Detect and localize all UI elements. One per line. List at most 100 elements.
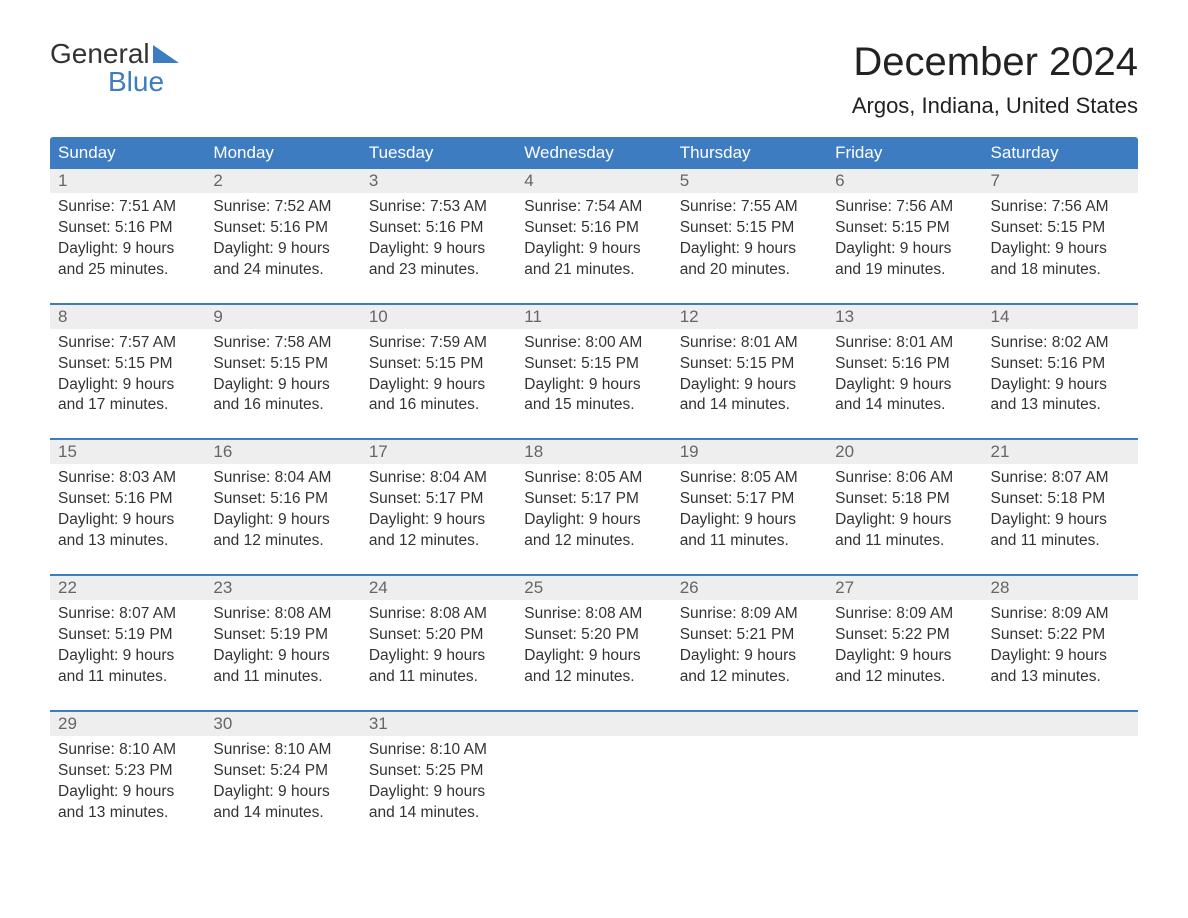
day-details: Sunrise: 8:05 AMSunset: 5:17 PMDaylight:… — [516, 464, 671, 552]
day-number: 27 — [827, 576, 982, 600]
day-details: Sunrise: 8:04 AMSunset: 5:16 PMDaylight:… — [205, 464, 360, 552]
day-number: 31 — [361, 712, 516, 736]
sunset-line: Sunset: 5:22 PM — [835, 625, 974, 646]
sunrise-line: Sunrise: 8:09 AM — [680, 604, 819, 625]
sunset-line: Sunset: 5:15 PM — [680, 354, 819, 375]
sunrise-line: Sunrise: 8:04 AM — [369, 468, 508, 489]
sunset-line: Sunset: 5:15 PM — [835, 218, 974, 239]
day-details: Sunrise: 7:56 AMSunset: 5:15 PMDaylight:… — [983, 193, 1138, 281]
daylight-line: Daylight: 9 hours and 11 minutes. — [991, 510, 1130, 552]
day-number: 21 — [983, 440, 1138, 464]
sunrise-line: Sunrise: 8:08 AM — [369, 604, 508, 625]
sunset-line: Sunset: 5:16 PM — [58, 489, 197, 510]
daylight-line: Daylight: 9 hours and 12 minutes. — [213, 510, 352, 552]
sunrise-line: Sunrise: 8:09 AM — [835, 604, 974, 625]
sunset-line: Sunset: 5:19 PM — [213, 625, 352, 646]
day-number: 11 — [516, 305, 671, 329]
day-header-cell: Wednesday — [516, 137, 671, 169]
sunrise-line: Sunrise: 8:05 AM — [524, 468, 663, 489]
week-row: 1234567Sunrise: 7:51 AMSunset: 5:16 PMDa… — [50, 169, 1138, 281]
day-number — [983, 712, 1138, 736]
sunset-line: Sunset: 5:23 PM — [58, 761, 197, 782]
week-row: 293031Sunrise: 8:10 AMSunset: 5:23 PMDay… — [50, 710, 1138, 824]
daylight-line: Daylight: 9 hours and 14 minutes. — [213, 782, 352, 824]
day-number: 8 — [50, 305, 205, 329]
day-details: Sunrise: 8:04 AMSunset: 5:17 PMDaylight:… — [361, 464, 516, 552]
day-number: 18 — [516, 440, 671, 464]
day-details: Sunrise: 8:10 AMSunset: 5:23 PMDaylight:… — [50, 736, 205, 824]
daylight-line: Daylight: 9 hours and 12 minutes. — [369, 510, 508, 552]
day-details: Sunrise: 7:59 AMSunset: 5:15 PMDaylight:… — [361, 329, 516, 417]
daylight-line: Daylight: 9 hours and 13 minutes. — [991, 646, 1130, 688]
day-details: Sunrise: 8:08 AMSunset: 5:20 PMDaylight:… — [361, 600, 516, 688]
sunrise-line: Sunrise: 7:58 AM — [213, 333, 352, 354]
day-number: 5 — [672, 169, 827, 193]
sunrise-line: Sunrise: 7:56 AM — [835, 197, 974, 218]
day-number: 25 — [516, 576, 671, 600]
day-details: Sunrise: 7:56 AMSunset: 5:15 PMDaylight:… — [827, 193, 982, 281]
day-header-cell: Friday — [827, 137, 982, 169]
day-details — [983, 736, 1138, 824]
day-details: Sunrise: 7:58 AMSunset: 5:15 PMDaylight:… — [205, 329, 360, 417]
sunrise-line: Sunrise: 8:07 AM — [991, 468, 1130, 489]
sunrise-line: Sunrise: 8:00 AM — [524, 333, 663, 354]
day-number: 6 — [827, 169, 982, 193]
details-row: Sunrise: 8:07 AMSunset: 5:19 PMDaylight:… — [50, 600, 1138, 688]
day-number: 15 — [50, 440, 205, 464]
day-details: Sunrise: 8:08 AMSunset: 5:20 PMDaylight:… — [516, 600, 671, 688]
sunrise-line: Sunrise: 8:03 AM — [58, 468, 197, 489]
week-row: 22232425262728Sunrise: 8:07 AMSunset: 5:… — [50, 574, 1138, 688]
day-number: 1 — [50, 169, 205, 193]
sunset-line: Sunset: 5:20 PM — [524, 625, 663, 646]
month-title: December 2024 — [852, 40, 1138, 85]
sunset-line: Sunset: 5:21 PM — [680, 625, 819, 646]
sunrise-line: Sunrise: 8:07 AM — [58, 604, 197, 625]
daylight-line: Daylight: 9 hours and 20 minutes. — [680, 239, 819, 281]
sunrise-line: Sunrise: 7:55 AM — [680, 197, 819, 218]
sunset-line: Sunset: 5:15 PM — [58, 354, 197, 375]
day-details: Sunrise: 7:54 AMSunset: 5:16 PMDaylight:… — [516, 193, 671, 281]
sunset-line: Sunset: 5:22 PM — [991, 625, 1130, 646]
sunset-line: Sunset: 5:15 PM — [991, 218, 1130, 239]
day-details: Sunrise: 8:01 AMSunset: 5:15 PMDaylight:… — [672, 329, 827, 417]
day-number: 14 — [983, 305, 1138, 329]
daylight-line: Daylight: 9 hours and 13 minutes. — [58, 510, 197, 552]
week-row: 891011121314Sunrise: 7:57 AMSunset: 5:15… — [50, 303, 1138, 417]
daylight-line: Daylight: 9 hours and 23 minutes. — [369, 239, 508, 281]
sunset-line: Sunset: 5:15 PM — [213, 354, 352, 375]
day-details: Sunrise: 8:00 AMSunset: 5:15 PMDaylight:… — [516, 329, 671, 417]
day-number: 24 — [361, 576, 516, 600]
day-number: 23 — [205, 576, 360, 600]
sunset-line: Sunset: 5:16 PM — [213, 489, 352, 510]
sunrise-line: Sunrise: 8:08 AM — [213, 604, 352, 625]
daylight-line: Daylight: 9 hours and 14 minutes. — [369, 782, 508, 824]
daynum-row: 891011121314 — [50, 305, 1138, 329]
day-number: 17 — [361, 440, 516, 464]
sunset-line: Sunset: 5:15 PM — [680, 218, 819, 239]
daylight-line: Daylight: 9 hours and 14 minutes. — [680, 375, 819, 417]
sunrise-line: Sunrise: 8:10 AM — [369, 740, 508, 761]
daynum-row: 1234567 — [50, 169, 1138, 193]
daylight-line: Daylight: 9 hours and 24 minutes. — [213, 239, 352, 281]
daylight-line: Daylight: 9 hours and 13 minutes. — [58, 782, 197, 824]
day-details: Sunrise: 8:09 AMSunset: 5:22 PMDaylight:… — [983, 600, 1138, 688]
daylight-line: Daylight: 9 hours and 17 minutes. — [58, 375, 197, 417]
day-number: 29 — [50, 712, 205, 736]
daylight-line: Daylight: 9 hours and 25 minutes. — [58, 239, 197, 281]
logo-triangle-icon — [153, 40, 179, 68]
sunrise-line: Sunrise: 7:53 AM — [369, 197, 508, 218]
sunset-line: Sunset: 5:16 PM — [58, 218, 197, 239]
day-details: Sunrise: 7:55 AMSunset: 5:15 PMDaylight:… — [672, 193, 827, 281]
sunset-line: Sunset: 5:19 PM — [58, 625, 197, 646]
day-number: 22 — [50, 576, 205, 600]
day-header-row: SundayMondayTuesdayWednesdayThursdayFrid… — [50, 137, 1138, 169]
day-details: Sunrise: 8:01 AMSunset: 5:16 PMDaylight:… — [827, 329, 982, 417]
sunset-line: Sunset: 5:16 PM — [213, 218, 352, 239]
day-details — [672, 736, 827, 824]
day-details: Sunrise: 8:10 AMSunset: 5:25 PMDaylight:… — [361, 736, 516, 824]
logo: General Blue — [50, 40, 179, 96]
daylight-line: Daylight: 9 hours and 12 minutes. — [680, 646, 819, 688]
sunset-line: Sunset: 5:17 PM — [524, 489, 663, 510]
day-number: 2 — [205, 169, 360, 193]
sunset-line: Sunset: 5:16 PM — [991, 354, 1130, 375]
